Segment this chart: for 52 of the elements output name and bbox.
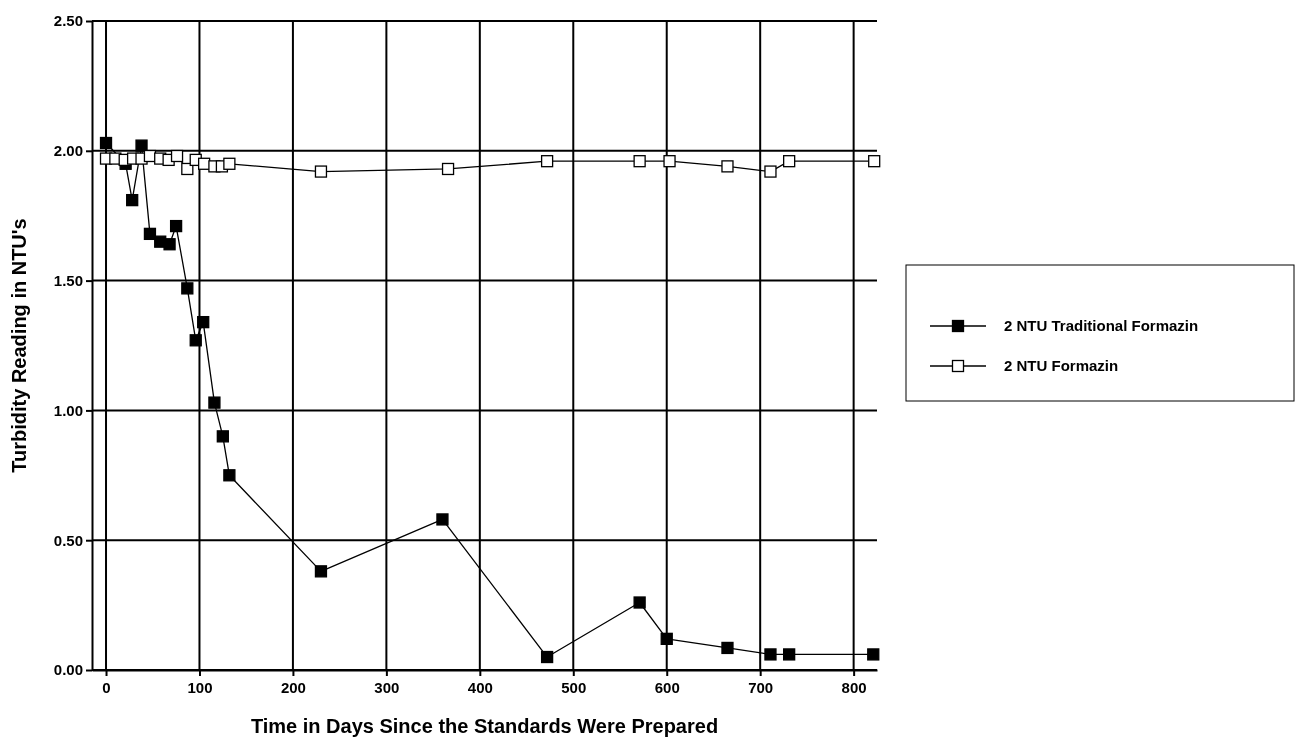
point (721, 160, 734, 173)
y-tick-label: 2.50 (53, 12, 83, 30)
point (197, 315, 210, 329)
point (633, 155, 646, 168)
y-tick-label: 2.00 (53, 142, 83, 160)
point (189, 334, 202, 347)
y-tick-label: 1.00 (53, 401, 83, 419)
point (143, 227, 157, 241)
point (721, 641, 734, 655)
point (540, 155, 554, 168)
x-tick-label: 500 (561, 678, 587, 696)
y-tick-label: 0.00 (53, 661, 83, 679)
point (868, 155, 881, 168)
x-tick-label: 300 (374, 678, 400, 696)
legend-label: 2 NTU Formazin (1004, 357, 1119, 374)
point (663, 155, 676, 168)
x-tick-label: 600 (654, 678, 680, 696)
point (223, 469, 236, 482)
point (163, 238, 176, 251)
point (169, 219, 183, 233)
point (764, 165, 777, 178)
point (126, 193, 139, 207)
y-axis-title: Turbidity Reading in NTU's (8, 218, 30, 473)
point (170, 149, 184, 163)
point (783, 155, 796, 168)
y-tick-label: 0.50 (53, 531, 83, 549)
point (208, 396, 221, 409)
x-tick-label: 800 (841, 678, 867, 696)
x-axis-title: Time in Days Since the Standards Were Prepared (250, 715, 719, 737)
point (867, 648, 880, 661)
point (314, 165, 328, 178)
point (633, 596, 646, 609)
point (314, 565, 328, 578)
x-tick-label: 700 (748, 678, 774, 696)
point (540, 650, 554, 664)
x-tick-label: 200 (280, 678, 306, 696)
point (660, 632, 673, 645)
y-tick-label: 1.50 (53, 271, 83, 289)
point (99, 136, 113, 150)
point (764, 648, 777, 661)
point (216, 430, 229, 443)
x-tick-label: 0 (102, 678, 111, 696)
point (441, 162, 455, 176)
point (436, 513, 449, 526)
legend-label: 2 NTU Traditional Formazin (1004, 317, 1199, 334)
point (783, 648, 796, 661)
point (181, 282, 194, 295)
point (135, 139, 148, 152)
x-tick-label: 400 (467, 678, 493, 696)
point (223, 157, 236, 170)
point (181, 162, 194, 176)
x-tick-label: 100 (187, 678, 213, 696)
